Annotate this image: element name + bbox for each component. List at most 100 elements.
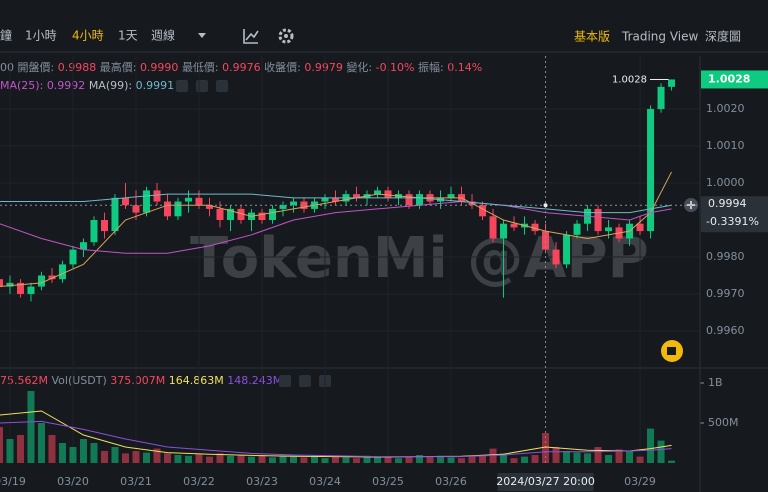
view-tab[interactable]: Trading View [621,30,699,44]
volume-bar [226,455,234,463]
volume-bar [321,458,329,463]
volume-bar [468,456,476,463]
y-tick-label: 1.0010 [706,139,745,152]
volume-bar [16,435,24,463]
candle-body [258,212,266,221]
volume-bar [458,458,466,463]
volume-bar [500,453,508,463]
legend-icon[interactable] [176,80,188,92]
candle-body [142,190,150,213]
candle-body [290,201,298,206]
volume-bar [58,443,66,463]
vol-legend: 75.562M Vol(USDT) 375.007M 164.863M 148.… [0,374,282,387]
volume-bar [605,455,613,463]
volume-bar [405,457,413,463]
x-tick-label: 03/19 [0,475,26,488]
toolbar [0,0,768,52]
volume-bar [248,456,256,463]
candle-body [226,208,234,221]
ma-line [0,410,672,458]
candle-body [332,197,340,202]
volume-bar [174,455,182,463]
interval[interactable]: 鐘 [0,28,12,43]
volume-bar [48,435,56,463]
y-tick-label: 1.0020 [706,102,745,115]
volume-bar [205,456,213,463]
volume-bar [521,456,529,463]
candle-body [531,223,539,232]
volume-bar [353,458,361,463]
volume-bar [374,457,382,463]
interval[interactable]: 1天 [118,29,138,43]
volume-bar [132,451,140,463]
candle-body [16,282,24,294]
volume-bar [279,455,287,463]
candle-body [69,249,77,265]
interval-active[interactable]: 4小時 [72,29,104,43]
candle-body [90,220,98,243]
volume-bar [647,428,655,463]
candle-body [668,79,676,87]
candle-body [321,197,329,202]
candle-body [163,201,171,217]
volume-bar [542,433,550,463]
dropdown[interactable] [198,33,206,38]
candle-body [153,190,161,202]
volume-bar [290,456,298,463]
volume-bar [594,447,602,463]
x-tick-label: 03/21 [120,475,152,488]
candle-body [657,86,665,110]
volume-bar [584,453,592,463]
last-price-box [701,70,768,89]
candle-body [58,264,66,280]
volume-bar [332,456,340,463]
volume-bar [384,456,392,463]
volume-bar [636,456,644,463]
indicator-icon[interactable] [243,29,259,44]
volume-bar [552,447,560,463]
candle-body [500,223,508,239]
candle-body [37,275,45,287]
candle-body [27,286,35,294]
volume-bar [573,452,581,463]
settings-icon[interactable] [278,28,294,44]
candle-body [552,249,560,265]
candle-body [405,194,413,206]
x-tick-label: 03/22 [183,475,215,488]
ma-legend: MA(25): 0.9992 MA(99): 0.9991 [0,79,174,92]
legend-icon[interactable] [299,375,311,387]
volume-bar [6,439,14,463]
x-tick-label: 03/29 [624,475,656,488]
volume-bar [300,457,308,463]
ma-line [0,201,672,254]
candle-body [416,194,424,206]
candle-body [48,275,56,280]
legend-icon[interactable] [196,80,208,92]
volume-bar [100,451,108,463]
volume-bar [269,457,277,463]
interval[interactable]: 1小時 [25,29,57,43]
interval[interactable]: 週線 [151,28,175,43]
y-tick-label: 1B [708,376,723,389]
x-tick-label: 03/25 [372,475,404,488]
view-tab[interactable]: 深度圖 [705,29,741,44]
volume-bar [79,439,87,463]
candle-body [121,197,129,206]
volume-bar [510,458,518,463]
volume-bar [69,447,77,463]
candle-body [563,234,571,265]
volume-bar [153,448,161,463]
volume-bar [0,427,3,463]
legend-icon[interactable] [216,80,228,92]
candle-body [195,197,203,206]
y-tick-label: 1.0000 [706,176,745,189]
candle-body [636,223,644,232]
candle-body [647,109,655,232]
y-tick-label: 0.9960 [706,324,745,337]
last-price-label: 1.0028 [708,72,750,85]
volume-bar [258,455,266,463]
x-tick-label: 03/26 [435,475,467,488]
volume-bar [426,456,434,463]
view-tab-active[interactable]: 基本版 [574,30,610,44]
legend-icon[interactable] [279,375,291,387]
